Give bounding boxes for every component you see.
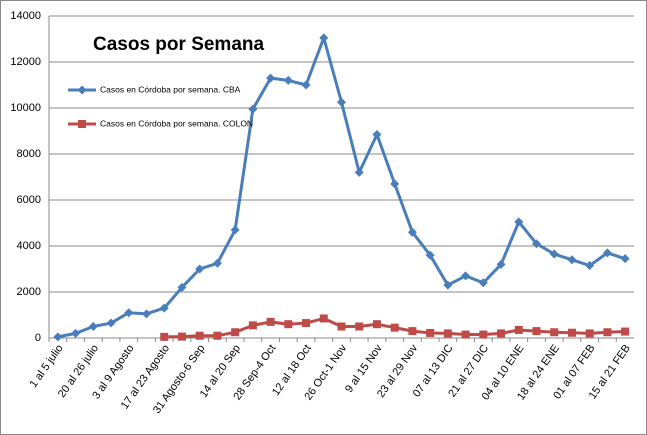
marker — [78, 120, 86, 128]
marker — [142, 309, 151, 319]
marker — [426, 328, 435, 337]
y-tick-label: 12000 — [10, 56, 41, 68]
marker — [443, 329, 452, 338]
marker — [160, 332, 169, 341]
marker — [621, 327, 630, 336]
marker — [284, 320, 293, 329]
legend-label: Casos en Córdoba por semana. CBA — [100, 84, 241, 94]
marker — [88, 322, 98, 331]
marker — [319, 33, 329, 43]
marker — [425, 250, 435, 260]
marker — [77, 85, 87, 95]
marker — [71, 328, 81, 338]
marker — [390, 323, 399, 332]
marker — [514, 217, 524, 227]
y-tick-label: 8000 — [17, 148, 41, 160]
chart-title: Casos por Semana — [93, 34, 264, 55]
marker — [602, 248, 612, 258]
marker — [301, 80, 311, 90]
marker — [532, 327, 541, 336]
marker — [407, 227, 417, 237]
marker — [53, 332, 63, 342]
marker — [443, 280, 453, 290]
y-tick-label: 0 — [35, 332, 41, 344]
marker — [212, 258, 222, 268]
marker — [106, 318, 116, 328]
marker — [337, 322, 346, 331]
y-tick-label: 14000 — [10, 10, 41, 22]
marker — [461, 330, 470, 339]
marker — [372, 129, 382, 139]
marker — [497, 329, 506, 338]
marker — [195, 331, 204, 340]
marker — [337, 97, 346, 107]
marker — [585, 329, 594, 338]
marker — [567, 255, 577, 265]
marker — [478, 278, 488, 288]
y-tick-label: 2000 — [17, 286, 41, 298]
y-tick-label: 4000 — [17, 240, 41, 252]
marker — [213, 331, 222, 340]
marker — [514, 325, 523, 334]
marker — [266, 73, 276, 83]
marker — [550, 328, 559, 337]
marker — [372, 320, 381, 329]
marker — [177, 282, 187, 292]
marker — [532, 239, 541, 249]
marker — [408, 327, 417, 336]
y-tick-label: 10000 — [10, 102, 41, 114]
marker — [248, 104, 258, 114]
y-tick-label: 6000 — [17, 194, 41, 206]
marker — [355, 322, 364, 331]
marker — [266, 317, 275, 326]
marker — [603, 328, 612, 337]
marker — [479, 330, 488, 339]
marker — [231, 328, 240, 337]
marker — [585, 261, 595, 271]
legend-label: Casos en Córdoba por semana. COLON — [100, 118, 253, 128]
marker — [195, 264, 205, 274]
marker — [390, 179, 400, 189]
marker — [177, 332, 186, 341]
marker — [354, 167, 364, 177]
marker — [159, 303, 169, 313]
marker — [124, 308, 134, 318]
marker — [549, 249, 559, 259]
marker — [230, 225, 240, 235]
marker — [283, 75, 293, 85]
marker — [319, 314, 328, 323]
marker — [248, 321, 257, 330]
marker — [496, 259, 506, 269]
marker — [302, 319, 311, 328]
marker — [567, 328, 576, 337]
marker — [620, 254, 630, 264]
marker — [461, 271, 471, 281]
